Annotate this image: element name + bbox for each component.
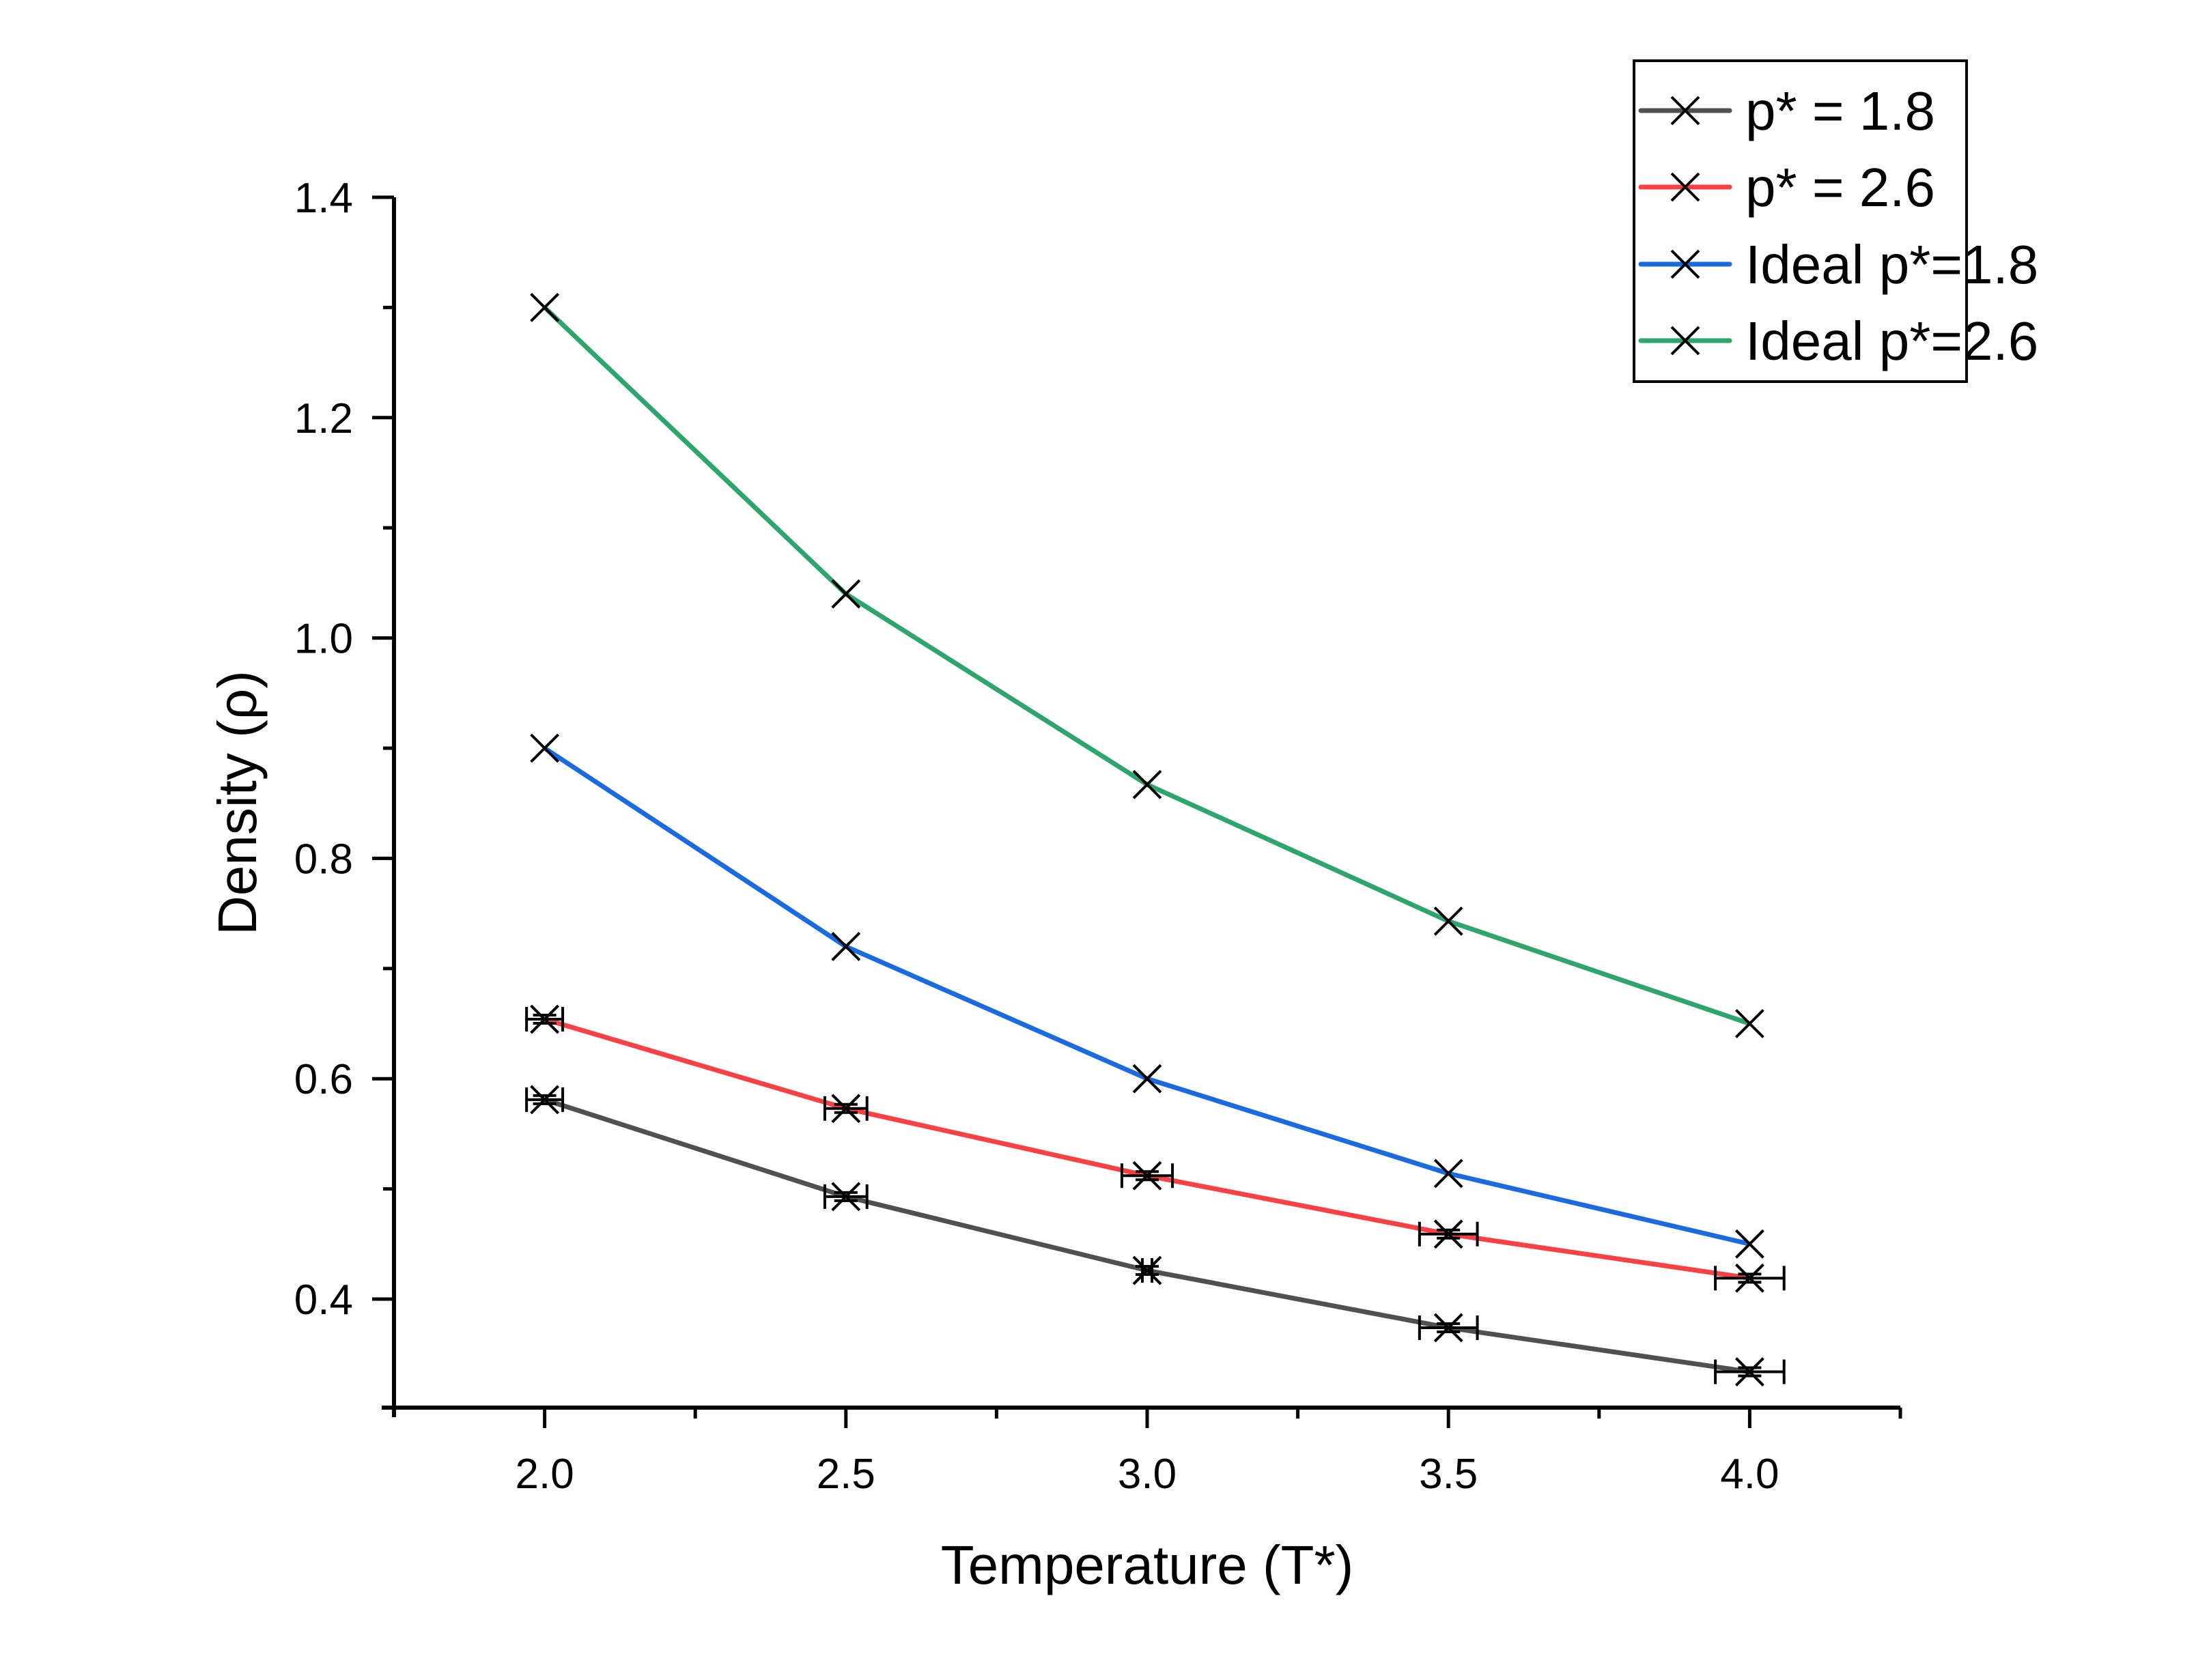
legend-marker-icon — [1670, 326, 1700, 356]
y-axis-title: Density (ρ) — [207, 670, 268, 935]
y-tick-label: 1.2 — [294, 395, 353, 442]
legend: p* = 1.8 p* = 2.6 Ideal p*=1.8 Ideal p*=2.6 — [1633, 59, 2038, 383]
series-line — [544, 1097, 1750, 1374]
data-point-marker — [530, 1004, 560, 1034]
series-3 — [530, 292, 1764, 1038]
y-tick-label: 0.8 — [294, 836, 353, 883]
data-point-marker — [1433, 1219, 1463, 1249]
series-line — [543, 305, 1751, 1026]
data-point-marker — [530, 733, 560, 763]
legend-marker-icon — [1670, 249, 1700, 279]
x-axis-title: Temperature (T*) — [941, 1535, 1354, 1595]
data-point-marker — [530, 292, 560, 322]
series-line — [543, 746, 1751, 1247]
data-point-marker — [1132, 769, 1162, 799]
data-point-marker — [1433, 1313, 1463, 1343]
data-point-marker — [831, 1094, 861, 1124]
legend-marker-icon — [1670, 172, 1700, 202]
y-tick-label: 1.0 — [294, 616, 353, 663]
series-line — [544, 1016, 1750, 1281]
data-point-marker — [831, 1182, 861, 1212]
data-point-marker — [1433, 906, 1463, 936]
series-0 — [525, 1085, 1786, 1386]
legend-item: p* = 2.6 — [1638, 157, 1935, 218]
x-tick-label: 3.5 — [1419, 1451, 1478, 1498]
legend-label: p* = 1.8 — [1745, 81, 1935, 141]
y-tick-label: 0.6 — [294, 1056, 353, 1103]
legend-label: Ideal p*=1.8 — [1745, 234, 2038, 295]
x-tick-label: 2.5 — [817, 1451, 875, 1498]
data-point-marker — [1433, 1158, 1463, 1188]
x-tick-label: 4.0 — [1720, 1451, 1779, 1498]
legend-item: Ideal p*=2.6 — [1638, 311, 2038, 371]
series-2 — [530, 733, 1764, 1259]
data-point-marker — [530, 1085, 560, 1115]
data-point-marker — [1132, 1064, 1162, 1094]
data-point-marker — [1132, 1161, 1162, 1191]
data-point-marker — [1734, 1357, 1764, 1386]
data-point-marker — [831, 579, 861, 609]
y-tick-label: 1.4 — [294, 175, 353, 222]
x-tick-label: 3.0 — [1118, 1451, 1177, 1498]
data-point-marker — [1734, 1263, 1764, 1293]
series-1 — [525, 1004, 1786, 1293]
legend-label: Ideal p*=2.6 — [1745, 311, 2038, 371]
legend-item: Ideal p*=1.8 — [1638, 234, 2038, 295]
y-tick-label: 0.4 — [294, 1277, 353, 1324]
legend-marker-icon — [1670, 96, 1700, 126]
data-point-marker — [831, 932, 861, 961]
legend-label: p* = 2.6 — [1745, 157, 1935, 218]
legend-item: p* = 1.8 — [1638, 81, 1935, 141]
x-tick-label: 2.0 — [515, 1451, 574, 1498]
data-point-marker — [1734, 1229, 1764, 1259]
data-point-marker — [1734, 1009, 1764, 1038]
data-point-marker — [1132, 1255, 1162, 1285]
series-layer — [525, 292, 1786, 1386]
axes: 0.4 0.6 0.8 1.0 1.2 1.4 2.0 2.5 3.0 3.5 4.0 — [294, 175, 1902, 1498]
